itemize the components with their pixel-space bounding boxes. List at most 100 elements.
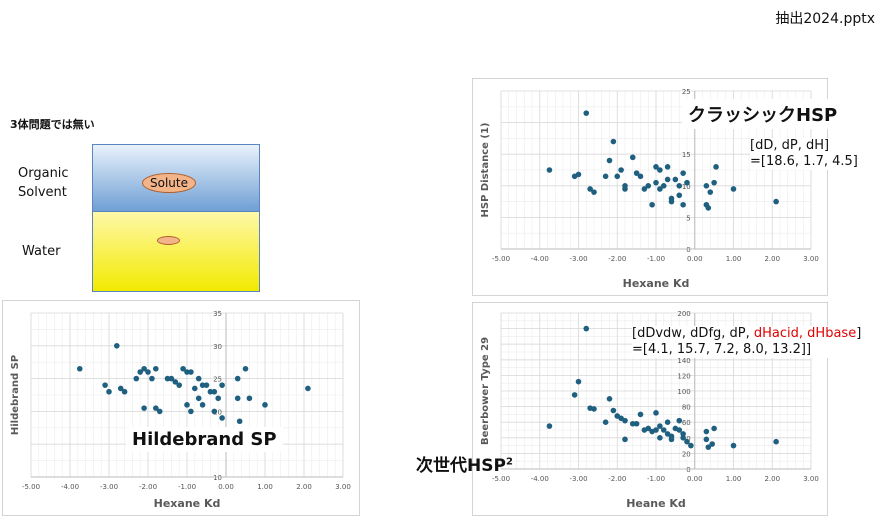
- x-tick-label: -1.00: [647, 475, 665, 483]
- classic-hsp-chart-svg: -5.00 -4.00 -3.00 -2.00 -1.00 0.00 1.00 2.00 3.0…: [480, 88, 819, 290]
- data-point: [657, 167, 663, 173]
- y-tick-label: 80: [682, 404, 691, 412]
- x-tick-label: 2.00: [296, 483, 312, 491]
- data-point: [215, 395, 221, 402]
- y-tick-label: 10: [682, 183, 691, 191]
- data-point: [633, 170, 640, 176]
- data-point: [618, 167, 624, 173]
- data-point: [645, 183, 652, 189]
- data-point: [633, 420, 640, 427]
- data-point: [711, 179, 717, 186]
- organic-solvent-label: Organic Solvent: [18, 166, 69, 200]
- classic-params-line2: =[18.6, 1.7, 4.5]: [750, 154, 858, 169]
- data-point: [703, 436, 710, 443]
- data-point: [672, 176, 679, 183]
- x-axis-title: Hexane Kd: [623, 277, 690, 290]
- data-point: [153, 405, 159, 411]
- data-point: [188, 408, 194, 415]
- data-point: [657, 186, 663, 192]
- data-point: [234, 395, 241, 402]
- x-tick-label: -3.00: [100, 483, 118, 491]
- data-point: [660, 183, 667, 189]
- data-point: [114, 343, 120, 349]
- x-tick-label: 3.00: [335, 483, 351, 491]
- data-point: [705, 205, 712, 211]
- data-point: [176, 382, 182, 388]
- data-point: [591, 406, 597, 412]
- beerbower-params-line1: [dDvdw, dDfg, dP, dHacid, dHbase]: [632, 326, 861, 342]
- x-tick-label: 0.00: [687, 475, 703, 483]
- data-point: [703, 183, 710, 189]
- bracket-close: ]: [856, 326, 862, 341]
- x-tick-label: -4.00: [531, 255, 549, 263]
- data-point: [664, 164, 671, 170]
- data-point: [676, 192, 683, 199]
- data-point: [219, 415, 225, 421]
- data-point: [610, 407, 617, 414]
- water-label: Water: [22, 244, 61, 259]
- data-point: [211, 408, 218, 415]
- data-point: [614, 173, 621, 180]
- data-point: [610, 138, 617, 145]
- data-point: [711, 425, 717, 432]
- data-point: [192, 385, 198, 392]
- y-tick-label: 140: [677, 357, 690, 365]
- data-point: [76, 365, 83, 372]
- data-point: [164, 375, 171, 382]
- data-point: [622, 436, 628, 443]
- data-point: [117, 385, 124, 392]
- y-tick-label: 30: [213, 343, 222, 351]
- bracket-open: [: [632, 326, 638, 341]
- data-point: [653, 164, 659, 170]
- data-point: [637, 411, 644, 418]
- data-point: [606, 157, 613, 164]
- x-axis-title: Hexane Kd: [154, 497, 221, 510]
- y-tick-label: 20: [213, 408, 222, 416]
- diagram-title: 3体問題では無い: [10, 118, 95, 131]
- data-point: [141, 405, 147, 411]
- data-point: [234, 375, 241, 382]
- y-axis-title: Beerbower Type 29: [480, 337, 491, 445]
- data-point: [602, 419, 609, 425]
- data-point: [730, 442, 737, 449]
- data-point: [156, 408, 163, 415]
- x-tick-label: 3.00: [803, 255, 819, 263]
- x-tick-label: 0.00: [687, 255, 703, 263]
- data-point: [688, 442, 694, 449]
- y-axis-title: Hildebrand SP: [10, 355, 21, 435]
- y-tick-label: 200: [677, 310, 690, 318]
- data-point: [575, 378, 582, 385]
- data-point: [637, 173, 644, 180]
- data-point: [141, 365, 147, 372]
- solute-water-blob: [157, 236, 180, 245]
- data-point: [709, 441, 715, 447]
- data-point: [188, 369, 194, 375]
- data-point: [121, 388, 128, 395]
- data-point: [645, 425, 652, 432]
- data-point: [219, 382, 225, 388]
- data-point: [262, 402, 268, 408]
- data-point: [106, 388, 112, 395]
- data-point: [195, 395, 202, 402]
- beerbower-params-line2: =[4.1, 15.7, 7.2, 8.0, 13.2]]: [632, 342, 812, 357]
- data-point: [242, 365, 249, 372]
- data-point: [668, 436, 675, 443]
- data-point: [207, 388, 214, 395]
- beerbower-params: [dDvdw, dDfg, dP, dHacid, dHbase] =[4.1,…: [632, 326, 862, 358]
- y-tick-label: 25: [213, 376, 222, 384]
- data-point: [657, 435, 663, 441]
- next-gen-superscript: 2: [505, 456, 513, 468]
- data-point: [575, 171, 582, 178]
- data-point: [546, 423, 553, 429]
- x-tick-label: 3.00: [803, 475, 819, 483]
- data-point: [591, 189, 597, 195]
- x-tick-label: -1.00: [647, 255, 665, 263]
- x-tick-label: 0.00: [218, 483, 234, 491]
- y-tick-label: 100: [677, 388, 690, 396]
- data-point: [713, 164, 719, 170]
- y-tick-label: 20: [682, 450, 691, 458]
- data-point: [184, 402, 190, 408]
- hildebrand-chart: -5.00 -4.00 -3.00 -2.00 -1.00 0.00 1.00 2.00 3.0…: [2, 300, 360, 516]
- x-tick-label: -4.00: [61, 483, 79, 491]
- data-point: [629, 420, 636, 427]
